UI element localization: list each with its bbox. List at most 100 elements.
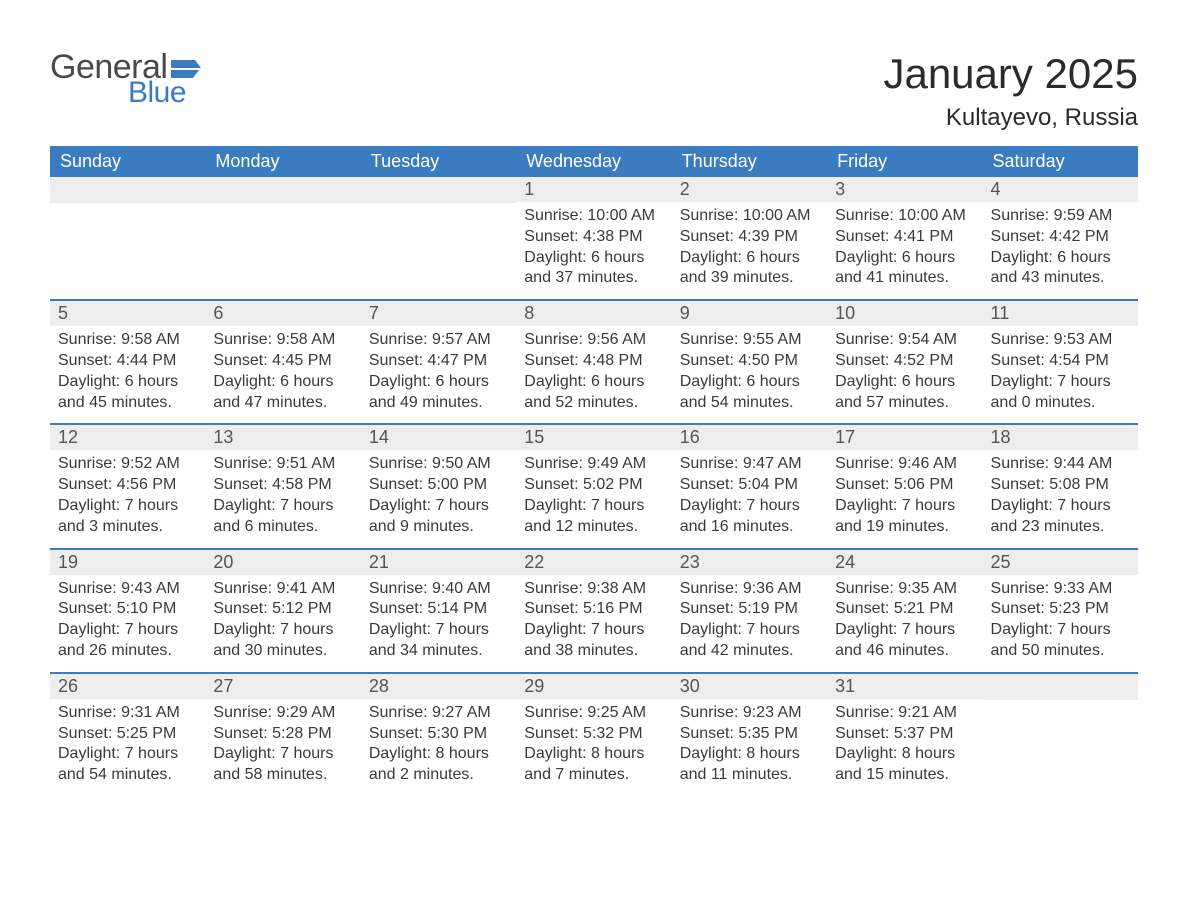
brand-word2: Blue: [128, 78, 201, 108]
daylight-text: Daylight: 6 hours and 45 minutes.: [58, 372, 197, 414]
sunrise-text: Sunrise: 9:40 AM: [369, 579, 508, 600]
sunrise-text: Sunrise: 9:27 AM: [369, 703, 508, 724]
calendar-day: 27Sunrise: 9:29 AMSunset: 5:28 PMDayligh…: [205, 674, 360, 796]
calendar-day: 30Sunrise: 9:23 AMSunset: 5:35 PMDayligh…: [672, 674, 827, 796]
calendar-day: [983, 674, 1138, 796]
calendar-day: 6Sunrise: 9:58 AMSunset: 4:45 PMDaylight…: [205, 301, 360, 423]
calendar-day: 15Sunrise: 9:49 AMSunset: 5:02 PMDayligh…: [516, 425, 671, 547]
day-number: 31: [827, 674, 982, 699]
weekday-header: Thursday: [672, 146, 827, 177]
sunset-text: Sunset: 4:54 PM: [991, 351, 1130, 372]
day-number: 22: [516, 550, 671, 575]
day-details: Sunrise: 9:56 AMSunset: 4:48 PMDaylight:…: [516, 326, 671, 423]
brand-logo: General Blue: [50, 50, 201, 108]
day-number: 9: [672, 301, 827, 326]
calendar-day: 25Sunrise: 9:33 AMSunset: 5:23 PMDayligh…: [983, 550, 1138, 672]
day-number: 23: [672, 550, 827, 575]
sunrise-text: Sunrise: 9:43 AM: [58, 579, 197, 600]
sunrise-text: Sunrise: 9:57 AM: [369, 330, 508, 351]
sunset-text: Sunset: 5:19 PM: [680, 599, 819, 620]
day-number: 13: [205, 425, 360, 450]
weekday-header: Tuesday: [361, 146, 516, 177]
day-number: [983, 674, 1138, 700]
day-number: 14: [361, 425, 516, 450]
daylight-text: Daylight: 7 hours and 38 minutes.: [524, 620, 663, 662]
sunset-text: Sunset: 4:41 PM: [835, 227, 974, 248]
sunset-text: Sunset: 4:44 PM: [58, 351, 197, 372]
calendar-day: [361, 177, 516, 299]
day-number: 30: [672, 674, 827, 699]
sunrise-text: Sunrise: 9:35 AM: [835, 579, 974, 600]
sunset-text: Sunset: 5:10 PM: [58, 599, 197, 620]
sunrise-text: Sunrise: 9:50 AM: [369, 454, 508, 475]
day-details: [205, 203, 360, 217]
daylight-text: Daylight: 8 hours and 2 minutes.: [369, 744, 508, 786]
sunrise-text: Sunrise: 9:59 AM: [991, 206, 1130, 227]
calendar-week: 1Sunrise: 10:00 AMSunset: 4:38 PMDayligh…: [50, 177, 1138, 299]
daylight-text: Daylight: 7 hours and 58 minutes.: [213, 744, 352, 786]
day-details: Sunrise: 9:58 AMSunset: 4:44 PMDaylight:…: [50, 326, 205, 423]
day-number: [361, 177, 516, 203]
sunset-text: Sunset: 5:08 PM: [991, 475, 1130, 496]
day-details: Sunrise: 9:31 AMSunset: 5:25 PMDaylight:…: [50, 699, 205, 796]
day-number: 7: [361, 301, 516, 326]
calendar-day: 19Sunrise: 9:43 AMSunset: 5:10 PMDayligh…: [50, 550, 205, 672]
daylight-text: Daylight: 7 hours and 9 minutes.: [369, 496, 508, 538]
weekday-header: Monday: [205, 146, 360, 177]
sunset-text: Sunset: 4:47 PM: [369, 351, 508, 372]
day-number: 5: [50, 301, 205, 326]
day-details: Sunrise: 9:46 AMSunset: 5:06 PMDaylight:…: [827, 450, 982, 547]
day-details: [50, 203, 205, 217]
day-number: 24: [827, 550, 982, 575]
sunset-text: Sunset: 5:21 PM: [835, 599, 974, 620]
sunset-text: Sunset: 4:48 PM: [524, 351, 663, 372]
weekday-header-row: Sunday Monday Tuesday Wednesday Thursday…: [50, 146, 1138, 177]
sunrise-text: Sunrise: 9:23 AM: [680, 703, 819, 724]
day-number: [50, 177, 205, 203]
day-details: Sunrise: 9:54 AMSunset: 4:52 PMDaylight:…: [827, 326, 982, 423]
day-details: Sunrise: 9:57 AMSunset: 4:47 PMDaylight:…: [361, 326, 516, 423]
daylight-text: Daylight: 7 hours and 54 minutes.: [58, 744, 197, 786]
sunrise-text: Sunrise: 9:55 AM: [680, 330, 819, 351]
sunset-text: Sunset: 4:39 PM: [680, 227, 819, 248]
daylight-text: Daylight: 7 hours and 19 minutes.: [835, 496, 974, 538]
day-details: Sunrise: 9:27 AMSunset: 5:30 PMDaylight:…: [361, 699, 516, 796]
day-number: 15: [516, 425, 671, 450]
day-number: 27: [205, 674, 360, 699]
daylight-text: Daylight: 8 hours and 11 minutes.: [680, 744, 819, 786]
daylight-text: Daylight: 6 hours and 39 minutes.: [680, 248, 819, 290]
daylight-text: Daylight: 7 hours and 34 minutes.: [369, 620, 508, 662]
day-details: Sunrise: 9:33 AMSunset: 5:23 PMDaylight:…: [983, 575, 1138, 672]
calendar-day: 29Sunrise: 9:25 AMSunset: 5:32 PMDayligh…: [516, 674, 671, 796]
calendar-day: 13Sunrise: 9:51 AMSunset: 4:58 PMDayligh…: [205, 425, 360, 547]
calendar-day: 23Sunrise: 9:36 AMSunset: 5:19 PMDayligh…: [672, 550, 827, 672]
sunset-text: Sunset: 5:04 PM: [680, 475, 819, 496]
sunrise-text: Sunrise: 9:52 AM: [58, 454, 197, 475]
sunrise-text: Sunrise: 9:53 AM: [991, 330, 1130, 351]
calendar-week: 5Sunrise: 9:58 AMSunset: 4:44 PMDaylight…: [50, 299, 1138, 423]
sunrise-text: Sunrise: 9:36 AM: [680, 579, 819, 600]
day-details: Sunrise: 10:00 AMSunset: 4:41 PMDaylight…: [827, 202, 982, 299]
weekday-header: Wednesday: [516, 146, 671, 177]
daylight-text: Daylight: 7 hours and 50 minutes.: [991, 620, 1130, 662]
flag-icon: [171, 56, 201, 78]
calendar-day: 7Sunrise: 9:57 AMSunset: 4:47 PMDaylight…: [361, 301, 516, 423]
day-details: Sunrise: 9:21 AMSunset: 5:37 PMDaylight:…: [827, 699, 982, 796]
day-number: 17: [827, 425, 982, 450]
sunrise-text: Sunrise: 9:49 AM: [524, 454, 663, 475]
day-number: 28: [361, 674, 516, 699]
day-number: 18: [983, 425, 1138, 450]
calendar-day: 12Sunrise: 9:52 AMSunset: 4:56 PMDayligh…: [50, 425, 205, 547]
page-header: General Blue January 2025 Kultayevo, Rus…: [50, 50, 1138, 132]
day-number: 25: [983, 550, 1138, 575]
daylight-text: Daylight: 7 hours and 0 minutes.: [991, 372, 1130, 414]
day-details: [983, 700, 1138, 714]
sunset-text: Sunset: 5:02 PM: [524, 475, 663, 496]
daylight-text: Daylight: 6 hours and 54 minutes.: [680, 372, 819, 414]
day-details: Sunrise: 9:25 AMSunset: 5:32 PMDaylight:…: [516, 699, 671, 796]
day-number: 2: [672, 177, 827, 202]
sunrise-text: Sunrise: 9:41 AM: [213, 579, 352, 600]
calendar-day: [205, 177, 360, 299]
calendar-day: [50, 177, 205, 299]
daylight-text: Daylight: 8 hours and 15 minutes.: [835, 744, 974, 786]
